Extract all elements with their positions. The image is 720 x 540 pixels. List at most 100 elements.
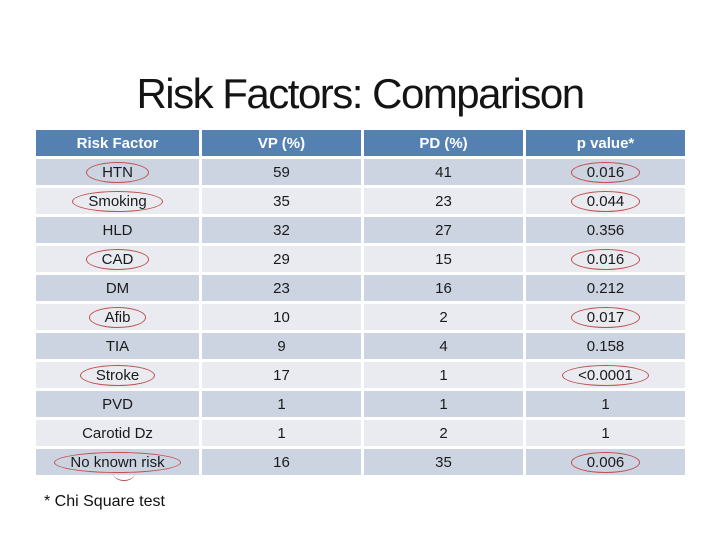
vp-percent-cell: 9 (202, 333, 361, 359)
pd-percent-cell-text: 41 (435, 163, 452, 181)
vp-percent-cell-text: 9 (277, 337, 286, 355)
p-value-cell-text: 1 (601, 424, 610, 442)
p-value-cell-text: 0.158 (586, 337, 625, 355)
risk-factor-cell: Smoking (36, 188, 199, 214)
risk-factor-cell: No known risk (36, 449, 199, 481)
circled-risk-factor-cell-text: Stroke (79, 364, 156, 386)
p-value-cell: 0.356 (526, 217, 685, 243)
pd-percent-cell-text: 2 (439, 308, 448, 326)
table-row: Afib 10 2 0.017 (36, 304, 685, 330)
risk-factor-cell: Carotid Dz (36, 420, 199, 446)
vp-percent-cell-text: 23 (273, 279, 290, 297)
pd-percent-cell-text: 1 (439, 366, 448, 384)
pd-percent-cell-text: 23 (435, 192, 452, 210)
pd-percent-cell-text: 4 (439, 337, 448, 355)
pd-percent-cell: 41 (364, 159, 523, 185)
pd-percent-cell: 1 (364, 391, 523, 417)
vp-percent-cell: 32 (202, 217, 361, 243)
circled-p-value-cell-text: 0.017 (570, 306, 641, 328)
risk-factor-cell-text: DM (105, 279, 130, 297)
slide-title: Risk Factors: Comparison (136, 70, 585, 118)
risk-factor-cell-text: HLD (102, 221, 133, 239)
p-value-cell: 0.017 (526, 304, 685, 330)
vp-percent-cell-text: 59 (273, 163, 290, 181)
vp-percent-cell-text: 1 (277, 424, 286, 442)
risk-factor-cell: PVD (36, 391, 199, 417)
risk-factor-cell: HLD (36, 217, 199, 243)
column-header: p value* (526, 130, 685, 156)
table-row: HLD 32 27 0.356 (36, 217, 685, 243)
pd-percent-cell-text: 1 (439, 395, 448, 413)
table-row: Stroke 17 1 <0.0001 (36, 362, 685, 388)
table-row: CAD 29 15 0.016 (36, 246, 685, 272)
table-row: HTN 59 41 0.016 (36, 159, 685, 185)
p-value-cell: <0.0001 (526, 362, 685, 388)
vp-percent-cell: 17 (202, 362, 361, 388)
pd-percent-cell: 16 (364, 275, 523, 301)
table-row: DM 23 16 0.212 (36, 275, 685, 301)
vp-percent-cell: 23 (202, 275, 361, 301)
chi-square-footnote: * Chi Square test (44, 493, 165, 510)
table-body: HTN 59 41 0.016 Smoking 35 23 0.044 HLD 32 27 0.356… (36, 159, 685, 481)
table-row: TIA 9 4 0.158 (36, 333, 685, 359)
column-header: Risk Factor (36, 130, 199, 156)
table-row: PVD 1 1 1 (36, 391, 685, 417)
risk-factor-cell-text: Carotid Dz (82, 424, 153, 442)
table-row: No known risk 16 35 0.006 (36, 449, 685, 481)
pd-percent-cell-text: 35 (435, 453, 452, 471)
pd-percent-cell: 23 (364, 188, 523, 214)
circled-p-value-cell-text: 0.044 (570, 190, 641, 212)
vp-percent-cell: 10 (202, 304, 361, 330)
risk-factor-cell: Afib (36, 304, 199, 330)
circled-risk-factor-cell-text: Smoking (72, 190, 163, 212)
p-value-cell: 0.006 (526, 449, 685, 475)
circled-p-value-cell-text: <0.0001 (562, 364, 649, 386)
vp-percent-cell: 1 (202, 391, 361, 417)
pd-percent-cell-text: 2 (439, 424, 448, 442)
p-value-cell-text: 1 (601, 395, 610, 413)
risk-factor-cell: CAD (36, 246, 199, 272)
risk-factor-cell: HTN (36, 159, 199, 185)
vp-percent-cell: 35 (202, 188, 361, 214)
vp-percent-cell-text: 16 (273, 453, 290, 471)
circled-p-value-cell-text: 0.016 (570, 161, 641, 183)
vp-percent-cell: 29 (202, 246, 361, 272)
vp-percent-cell: 16 (202, 449, 361, 475)
risk-factor-cell: Stroke (36, 362, 199, 388)
circled-risk-factor-cell-text: No known risk (54, 451, 181, 481)
p-value-cell: 1 (526, 420, 685, 446)
vp-percent-cell: 59 (202, 159, 361, 185)
vp-percent-cell-text: 29 (273, 250, 290, 268)
circled-risk-factor-cell-text: Afib (88, 306, 147, 328)
table-row: Carotid Dz 1 2 1 (36, 420, 685, 446)
risk-factor-cell: TIA (36, 333, 199, 359)
vp-percent-cell-text: 1 (277, 395, 286, 413)
risk-factor-cell-text: TIA (105, 337, 130, 355)
circled-p-value-cell-text: 0.016 (570, 248, 641, 270)
table-header-row: Risk Factor VP (%) PD (%) p value* (36, 130, 685, 156)
p-value-cell: 0.158 (526, 333, 685, 359)
p-value-cell: 0.212 (526, 275, 685, 301)
vp-percent-cell-text: 35 (273, 192, 290, 210)
vp-percent-cell-text: 10 (273, 308, 290, 326)
p-value-cell-text: 0.212 (586, 279, 625, 297)
column-header: VP (%) (202, 130, 361, 156)
circled-risk-factor-cell-text: CAD (85, 248, 150, 270)
circled-risk-factor-cell-text: HTN (86, 161, 149, 183)
pd-percent-cell: 35 (364, 449, 523, 475)
risk-factors-table: Risk Factor VP (%) PD (%) p value* HTN 59 41 0… (33, 127, 688, 481)
pd-percent-cell-text: 16 (435, 279, 452, 297)
risk-factor-cell-text: PVD (102, 395, 133, 413)
p-value-cell: 0.016 (526, 159, 685, 185)
pd-percent-cell: 1 (364, 362, 523, 388)
pd-percent-cell-text: 27 (435, 221, 452, 239)
p-value-cell: 1 (526, 391, 685, 417)
pd-percent-cell: 2 (364, 304, 523, 330)
table-row: Smoking 35 23 0.044 (36, 188, 685, 214)
vp-percent-cell: 1 (202, 420, 361, 446)
column-header: PD (%) (364, 130, 523, 156)
pd-percent-cell: 27 (364, 217, 523, 243)
pd-percent-cell: 2 (364, 420, 523, 446)
p-value-cell: 0.044 (526, 188, 685, 214)
vp-percent-cell-text: 17 (273, 366, 290, 384)
